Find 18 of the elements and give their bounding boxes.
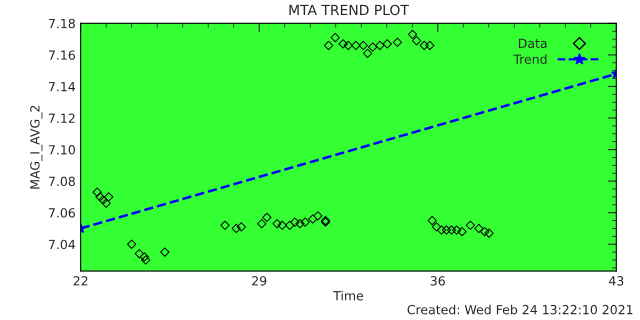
y-tick-label: 7.18 [48, 18, 75, 28]
y-axis-title: MAG_I_AVG_2 [30, 106, 42, 189]
x-tick-label: 36 [430, 276, 445, 286]
y-tick-label: 7.10 [48, 145, 75, 154]
y-tick-label: 7.06 [48, 208, 75, 218]
y-tick-label: 7.04 [48, 240, 76, 250]
y-tick-label: 7.12 [48, 113, 75, 123]
x-tick-label: 22 [74, 276, 88, 286]
text: Created: Wed Feb 24 13:22:10 2021 [408, 304, 632, 314]
x-axis-title: Time [333, 290, 364, 300]
legend-label: Trend [513, 54, 546, 64]
y-tick-label: 7.08 [48, 176, 75, 186]
legend-label: Data [518, 38, 546, 48]
x-tick-label: 43 [608, 276, 624, 286]
y-tick-label: 7.14 [48, 82, 76, 92]
y-tick-label: 7.16 [48, 50, 75, 60]
chart-title: MTA TREND PLOT [289, 4, 409, 16]
x-tick-label: 29 [252, 276, 266, 286]
